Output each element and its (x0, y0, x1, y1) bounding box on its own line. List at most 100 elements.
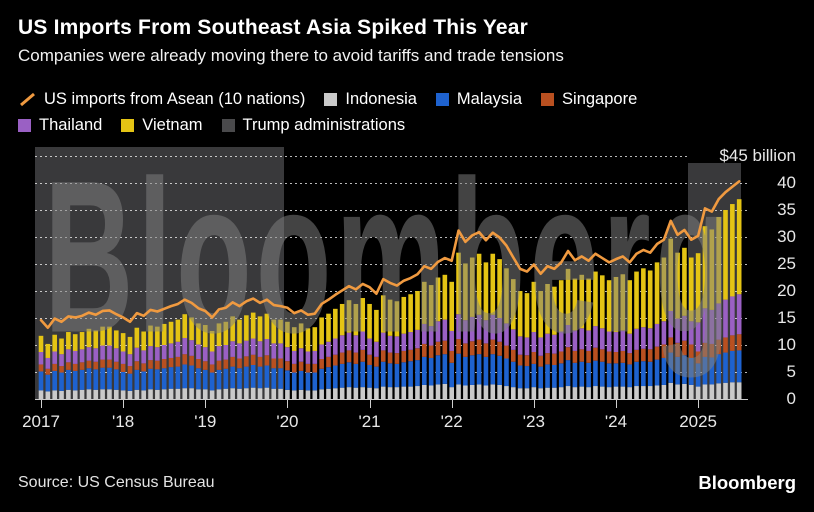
bar-segment-singapore (688, 344, 694, 358)
bar-segment-malaysia (45, 374, 51, 392)
bar-segment-vietnam (702, 226, 708, 309)
bar-segment-vietnam (476, 253, 482, 315)
bar-segment-malaysia (641, 361, 646, 387)
bar-segment-thailand (565, 325, 571, 348)
bar-segment-malaysia (572, 362, 578, 388)
bar-segment-vietnam (661, 257, 667, 322)
legend-swatch-icon (541, 93, 555, 106)
gridline (35, 210, 748, 211)
bar-segment-malaysia (449, 362, 454, 388)
bar-segment-singapore (435, 341, 441, 356)
bar-segment-vietnam (86, 328, 92, 348)
bar-segment-singapore (449, 350, 454, 363)
bar-segment-malaysia (107, 367, 112, 390)
bar-segment-thailand (168, 343, 174, 358)
bar-segment-indonesia (216, 389, 222, 399)
bar-segment-thailand (305, 351, 311, 364)
legend-item: Indonesia (324, 90, 417, 109)
bar-segment-thailand (634, 328, 639, 350)
bar-segment-indonesia (264, 387, 270, 399)
x-axis-tick (123, 400, 125, 408)
bar-segment-singapore (504, 345, 509, 359)
bar-segment-vietnam (278, 319, 283, 344)
bar-segment-malaysia (257, 366, 263, 389)
bar-segment-singapore (627, 353, 632, 365)
bar-segment-vietnam (367, 303, 372, 339)
bar-segment-indonesia (298, 389, 304, 399)
bar-segment-singapore (230, 356, 235, 367)
bar-segment-malaysia (730, 350, 735, 383)
bar-segment-indonesia (634, 386, 639, 399)
bar-segment-malaysia (394, 363, 400, 388)
bar-segment-vietnam (641, 268, 646, 328)
bar-segment-thailand (86, 347, 92, 361)
bar-segment-indonesia (408, 386, 413, 399)
x-axis-tick (615, 400, 617, 408)
bar-segment-indonesia (661, 384, 667, 399)
bar-segment-thailand (182, 337, 188, 355)
bar-segment-singapore (490, 339, 496, 355)
legend-item: US imports from Asean (10 nations) (18, 90, 305, 109)
bar-segment-singapore (531, 352, 537, 364)
bar-segment-vietnam (93, 330, 99, 349)
y-axis-tick-label: 5 (786, 362, 796, 381)
bar-segment-indonesia (380, 386, 386, 399)
bar-segment-singapore (291, 363, 297, 373)
bar-segment-singapore (593, 347, 598, 361)
bar-segment-vietnam (134, 327, 140, 348)
bar-segment-malaysia (202, 369, 208, 390)
bar-segment-malaysia (695, 363, 701, 387)
bar-segment-thailand (463, 320, 468, 344)
bar-segment-malaysia (552, 364, 557, 388)
bar-segment-malaysia (723, 352, 728, 383)
bar-segment-vietnam (634, 271, 639, 329)
bar-segment-indonesia (524, 388, 530, 399)
bar-segment-singapore (641, 348, 646, 362)
bar-segment-malaysia (189, 365, 194, 389)
bar-segment-malaysia (511, 361, 516, 388)
bar-segment-malaysia (606, 363, 612, 388)
bar-segment-singapore (476, 339, 482, 355)
bar-segment-vietnam (408, 294, 413, 333)
bar-segment-singapore (517, 354, 523, 366)
bar-segment-indonesia (730, 382, 735, 399)
bar-segment-malaysia (415, 360, 420, 387)
bar-segment-singapore (66, 362, 71, 370)
bar-segment-vietnam (374, 309, 379, 342)
bar-segment-vietnam (695, 253, 701, 323)
bar-segment-malaysia (586, 362, 591, 388)
x-axis-tick (451, 400, 453, 408)
gridline (35, 291, 748, 292)
legend-item: Singapore (541, 90, 637, 109)
bar-segment-singapore (360, 349, 366, 362)
bar-segment-vietnam (285, 321, 290, 348)
bar-segment-singapore (682, 340, 687, 356)
bar-segment-singapore (141, 363, 146, 372)
bar-segment-malaysia (469, 355, 475, 385)
bar-segment-thailand (141, 350, 146, 364)
bar-segment-thailand (661, 321, 667, 345)
bar-segment-malaysia (223, 368, 229, 389)
bar-segment-vietnam (449, 281, 454, 331)
bar-segment-vietnam (415, 291, 420, 330)
bar-segment-vietnam (175, 319, 181, 342)
bar-segment-vietnam (202, 325, 208, 348)
bar-segment-vietnam (565, 268, 571, 326)
bar-segment-malaysia (237, 368, 242, 389)
x-axis-tick-label: '21 (358, 412, 381, 431)
bar-segment-thailand (230, 341, 235, 357)
bar-segment-malaysia (230, 366, 235, 389)
bar-segment-indonesia (517, 388, 523, 399)
bar-segment-vietnam (168, 321, 174, 344)
bar-segment-singapore (161, 359, 167, 369)
bar-segment-indonesia (490, 384, 496, 399)
bar-segment-thailand (148, 346, 153, 361)
bar-segment-indonesia (374, 388, 379, 399)
bar-segment-singapore (353, 352, 359, 364)
bar-segment-malaysia (244, 366, 249, 389)
bar-segment-singapore (79, 362, 85, 370)
bar-segment-indonesia (305, 390, 311, 399)
bar-segment-vietnam (326, 313, 331, 342)
bar-segment-indonesia (579, 386, 585, 399)
bar-segment-singapore (182, 354, 188, 365)
